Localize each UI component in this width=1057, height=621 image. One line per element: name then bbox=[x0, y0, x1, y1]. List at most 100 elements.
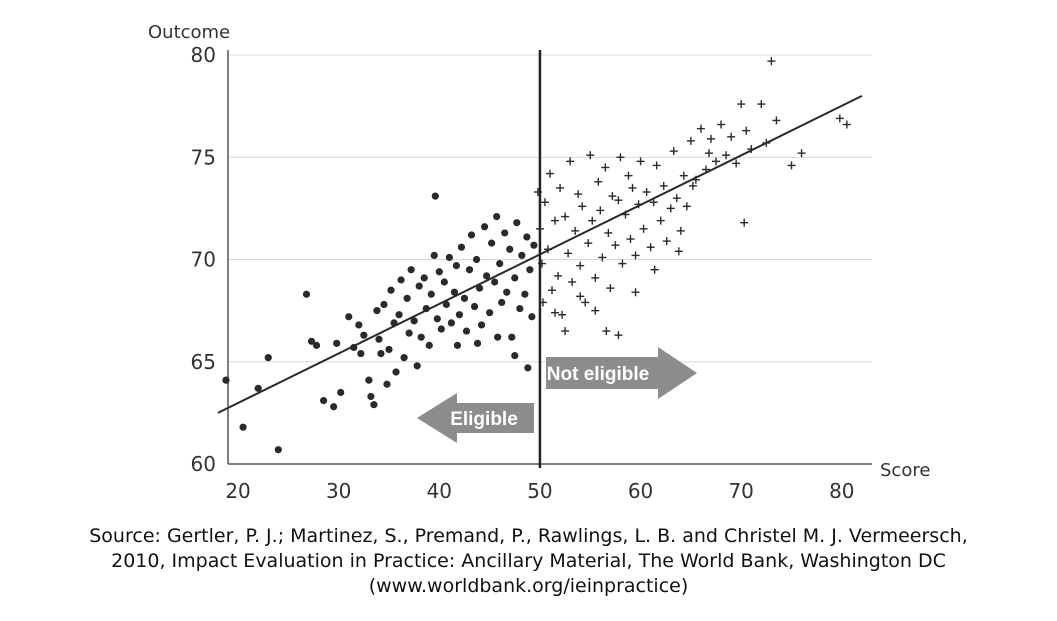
eligible-point bbox=[516, 304, 524, 313]
gridlines bbox=[228, 54, 872, 363]
not-eligible-point bbox=[742, 126, 751, 135]
eligible-point bbox=[385, 345, 393, 354]
not-eligible-point bbox=[787, 161, 796, 170]
not-eligible-point bbox=[688, 181, 697, 190]
not-eligible-point bbox=[676, 226, 685, 235]
eligible-point bbox=[375, 335, 383, 343]
not-eligible-point bbox=[631, 251, 640, 260]
x-tick-label-50: 50 bbox=[527, 479, 552, 503]
eligible-point bbox=[486, 309, 494, 317]
eligible-point bbox=[455, 311, 464, 319]
not-eligible-point bbox=[646, 243, 655, 252]
eligible-point bbox=[365, 376, 373, 384]
not-eligible-point bbox=[551, 216, 560, 225]
eligible-point bbox=[264, 354, 272, 362]
eligible-point bbox=[508, 333, 516, 341]
not-eligible-point bbox=[548, 286, 557, 295]
not-eligible-point bbox=[584, 239, 593, 248]
not-eligible-arrow-label: Not eligible bbox=[547, 364, 649, 385]
source-caption-line-2: 2010, Impact Evaluation in Practice: Anc… bbox=[111, 550, 946, 572]
eligible-point bbox=[460, 294, 469, 302]
source-caption: Source: Gertler, P. J.; Martinez, S., Pr… bbox=[0, 524, 1057, 599]
not-eligible-point bbox=[669, 147, 678, 156]
eligible-point bbox=[367, 392, 375, 401]
not-eligible-point bbox=[606, 284, 615, 293]
eligible-point bbox=[440, 278, 448, 286]
not-eligible-point bbox=[797, 149, 806, 158]
eligible-point bbox=[430, 251, 438, 260]
data-points bbox=[222, 57, 851, 454]
eligible-point bbox=[302, 290, 311, 298]
y-axis-tick-labels: 60 65 70 75 80 bbox=[191, 43, 216, 476]
eligible-point bbox=[498, 298, 506, 307]
not-eligible-point bbox=[659, 181, 668, 190]
not-eligible-point bbox=[740, 218, 749, 227]
not-eligible-point bbox=[591, 273, 600, 282]
eligible-point bbox=[518, 251, 526, 260]
not-eligible-point bbox=[722, 151, 731, 160]
not-eligible-point bbox=[576, 292, 585, 301]
x-tick-label-80: 80 bbox=[829, 479, 854, 503]
eligible-point bbox=[415, 282, 423, 290]
not-eligible-point bbox=[631, 288, 640, 297]
x-axis-title: Score bbox=[880, 460, 930, 481]
x-tick-label-30: 30 bbox=[326, 479, 351, 503]
eligible-point bbox=[312, 341, 321, 349]
eligible-point bbox=[472, 255, 481, 264]
not-eligible-point bbox=[596, 206, 605, 215]
y-tick-label-80: 80 bbox=[191, 43, 216, 67]
not-eligible-point bbox=[624, 171, 633, 180]
not-eligible-point bbox=[717, 120, 726, 129]
eligible-point bbox=[420, 274, 428, 282]
x-tick-label-70: 70 bbox=[728, 479, 753, 503]
not-eligible-point bbox=[767, 57, 776, 66]
eligible-point bbox=[274, 446, 282, 454]
eligible-point bbox=[442, 300, 450, 309]
eligible-point bbox=[427, 290, 435, 298]
not-eligible-point bbox=[712, 157, 721, 166]
not-eligible-point bbox=[618, 259, 627, 268]
not-eligible-point bbox=[561, 327, 570, 336]
eligible-point bbox=[355, 321, 363, 329]
not-eligible-point bbox=[842, 120, 851, 129]
not-eligible-point bbox=[578, 202, 587, 211]
eligible-point bbox=[475, 284, 484, 292]
eligible-point bbox=[506, 245, 514, 253]
eligible-point bbox=[437, 325, 445, 333]
eligible-point bbox=[383, 380, 391, 388]
eligible-point bbox=[477, 321, 486, 329]
not-eligible-point bbox=[614, 331, 623, 340]
eligible-arrow-label: Eligible bbox=[450, 409, 518, 430]
not-eligible-point bbox=[772, 116, 781, 125]
eligible-point bbox=[462, 327, 471, 335]
not-eligible-point bbox=[662, 237, 671, 246]
eligible-point bbox=[407, 266, 415, 274]
not-eligible-point bbox=[682, 202, 691, 211]
not-eligible-point bbox=[652, 161, 661, 170]
eligible-point bbox=[473, 339, 482, 347]
eligible-point bbox=[501, 229, 509, 237]
eligible-point bbox=[526, 266, 534, 274]
not-eligible-point bbox=[732, 159, 741, 168]
not-eligible-point bbox=[696, 124, 705, 133]
eligible-point bbox=[431, 192, 439, 200]
x-tick-label-20: 20 bbox=[225, 479, 250, 503]
not-eligible-point bbox=[636, 157, 645, 166]
eligible-point bbox=[319, 397, 328, 405]
eligible-point bbox=[467, 231, 476, 239]
not-eligible-point bbox=[554, 271, 563, 280]
eligible-point bbox=[405, 329, 413, 337]
eligible-point bbox=[433, 315, 441, 323]
not-eligible-point bbox=[686, 136, 695, 145]
not-eligible-point bbox=[551, 308, 560, 317]
eligible-point bbox=[480, 223, 489, 231]
eligible-point bbox=[447, 319, 455, 327]
not-eligible-point bbox=[586, 151, 595, 160]
not-eligible-point bbox=[598, 253, 607, 262]
eligible-point bbox=[511, 274, 519, 282]
not-eligible-point bbox=[571, 226, 580, 235]
eligible-point bbox=[530, 241, 538, 249]
eligible-point bbox=[450, 288, 459, 296]
y-axis-title: Outcome bbox=[148, 22, 230, 43]
